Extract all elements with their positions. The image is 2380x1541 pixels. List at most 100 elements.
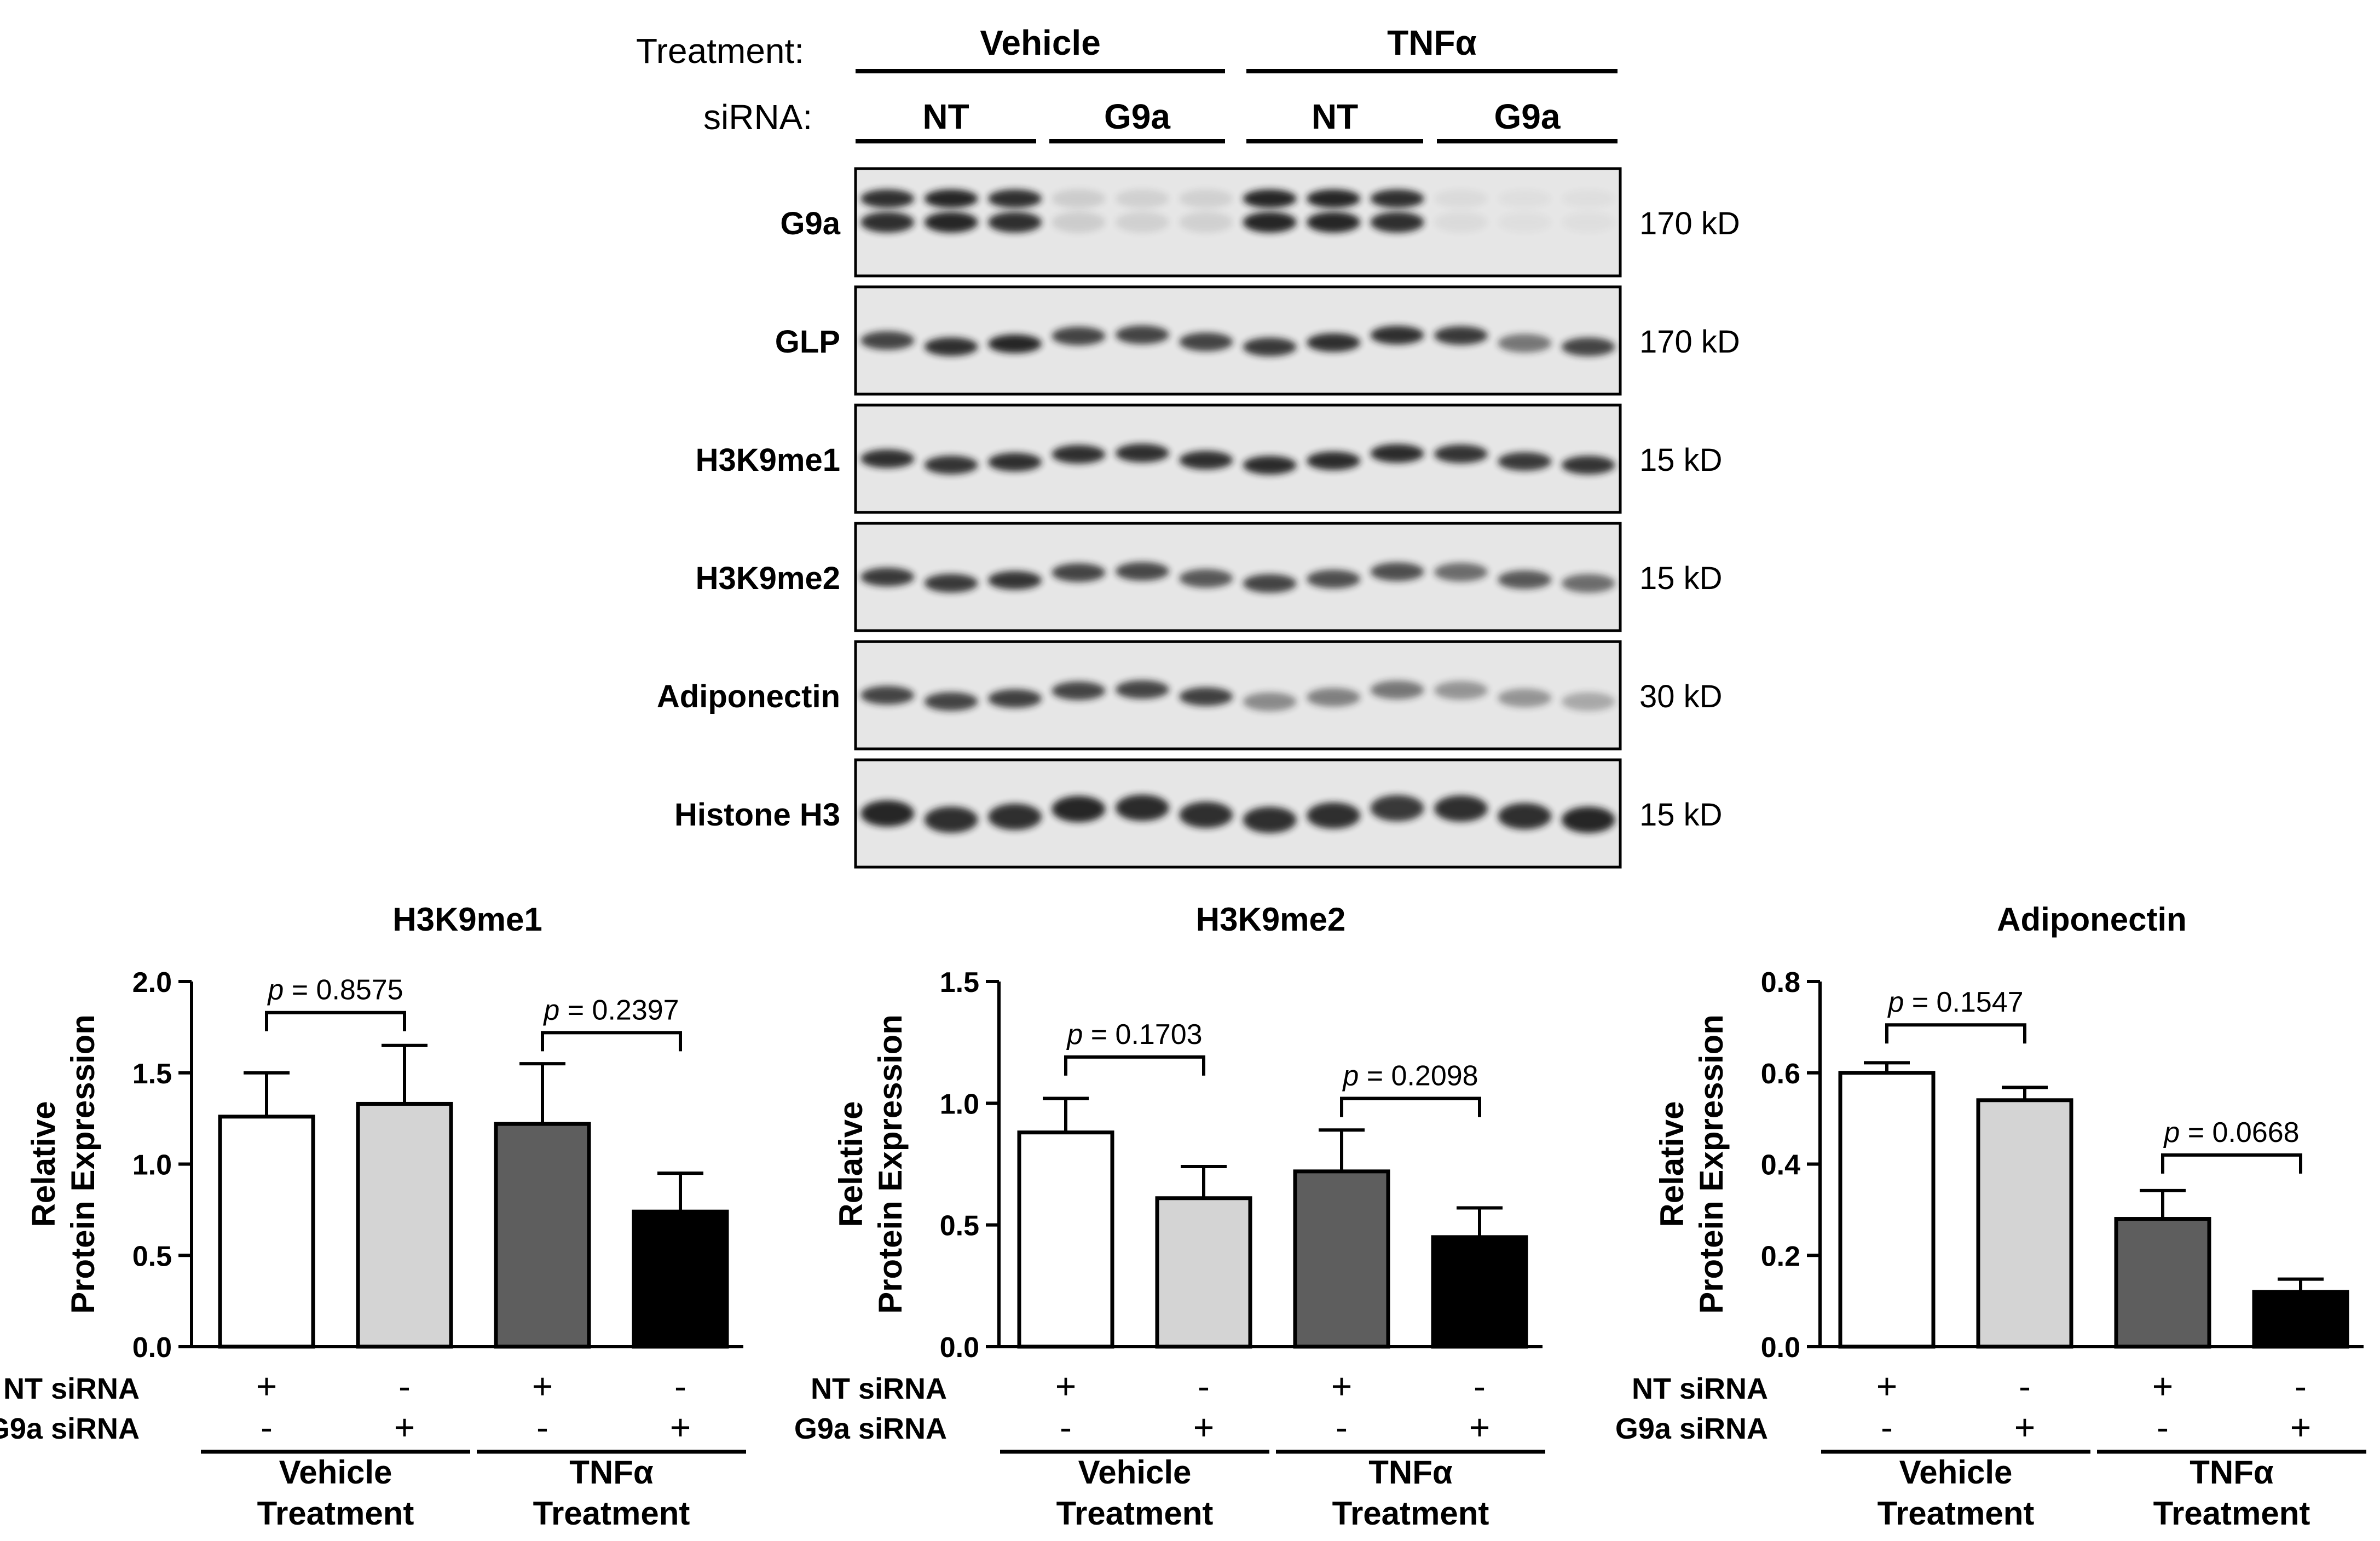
y-tick-label: 1.5 <box>940 967 979 999</box>
y-tick-label: 0.0 <box>940 1332 979 1364</box>
p-value: = 0.2098 <box>1359 1060 1478 1092</box>
blot-strip <box>854 167 1622 278</box>
y-axis-label-line2: Protein Expression <box>872 1014 909 1314</box>
sirna-header-0: NT <box>922 97 969 136</box>
g9a-sign-2: + <box>2014 1407 2036 1447</box>
blot-row-g9a: G9a 170 kD <box>780 167 1740 278</box>
band-lane-9 <box>1370 189 1424 208</box>
band-lane-10 <box>1434 212 1488 233</box>
p-symbol: p <box>1066 1019 1083 1051</box>
blot-strip <box>854 403 1622 514</box>
band-lane-6 <box>1179 569 1233 588</box>
band-lane-1 <box>860 568 915 586</box>
blot-strip <box>854 758 1622 869</box>
group-label-line2-2: Treatment <box>1332 1495 1489 1532</box>
band-lane-9 <box>1370 444 1424 463</box>
band-lane-5 <box>1115 443 1169 463</box>
p-value: = 0.0668 <box>2180 1117 2299 1148</box>
band-lane-8 <box>1307 451 1361 470</box>
p-symbol: p <box>542 994 559 1026</box>
g9a-sign-2: + <box>1193 1407 1215 1447</box>
p-value-label-1: p = 0.1547 <box>1887 986 2023 1018</box>
y-tick-label: 0.4 <box>1761 1150 1800 1181</box>
significance-bracket-1 <box>265 1011 406 1031</box>
band-lane-4 <box>1052 326 1106 345</box>
band-lane-7 <box>1243 455 1297 475</box>
band-lane-2 <box>924 455 978 475</box>
band-lane-2 <box>924 806 978 833</box>
p-symbol: p <box>2163 1117 2180 1148</box>
y-axis-label-line1: Relative <box>833 1101 869 1227</box>
g9a-sign-1: - <box>261 1407 273 1447</box>
band-lane-10 <box>1434 326 1488 345</box>
blot-strip <box>854 285 1622 396</box>
blot-row-label: G9a <box>780 206 840 241</box>
band-lane-9 <box>1370 795 1424 822</box>
nt-sign-2: - <box>1198 1366 1210 1406</box>
blot-row-h3k9me2: H3K9me2 15 kD <box>696 522 1723 632</box>
band-lane-7 <box>1243 337 1297 356</box>
bar-3 <box>1293 1169 1390 1349</box>
band-lane-9 <box>1370 562 1424 581</box>
band-lane-6 <box>1179 687 1233 706</box>
band-lane-11 <box>1498 189 1551 208</box>
nt-sirna-label: NT siRNA <box>811 1372 947 1405</box>
nt-sign-3: + <box>532 1366 553 1406</box>
blot-row-histone-h3: Histone H3 15 kD <box>674 758 1723 869</box>
g9a-sign-4: + <box>2290 1407 2312 1447</box>
band-lane-3 <box>988 571 1042 590</box>
y-tick-label: 0.2 <box>1761 1240 1800 1272</box>
band-lane-12 <box>1561 806 1615 833</box>
y-tick-label: 1.0 <box>132 1150 172 1181</box>
band-lane-4 <box>1052 563 1106 582</box>
nt-sign-3: + <box>2152 1366 2174 1406</box>
band-lane-11 <box>1498 688 1552 707</box>
bar-1 <box>1838 1071 1936 1349</box>
band-lane-8 <box>1307 688 1361 707</box>
band-lane-3 <box>988 334 1042 354</box>
blot-row-size: 15 kD <box>1639 442 1723 478</box>
band-lane-4 <box>1052 445 1106 464</box>
bar-2 <box>356 1101 453 1349</box>
band-lane-8 <box>1307 333 1361 352</box>
band-lane-8 <box>1307 569 1361 588</box>
p-value: = 0.8575 <box>284 974 403 1006</box>
significance-bracket-2 <box>541 1031 682 1052</box>
band-lane-6 <box>1179 451 1233 470</box>
significance-bracket-1 <box>1064 1055 1205 1076</box>
band-lane-1 <box>860 800 915 827</box>
y-tick-label: 0.5 <box>132 1240 172 1272</box>
band-lane-12 <box>1561 574 1615 593</box>
blot-row-size: 15 kD <box>1639 561 1723 596</box>
band-lane-5 <box>1115 212 1169 233</box>
band-lane-6 <box>1179 189 1233 208</box>
y-tick-label: 1.0 <box>940 1088 979 1120</box>
bar-1 <box>1017 1130 1114 1349</box>
nt-sign-2: - <box>398 1366 411 1406</box>
nt-sign-4: - <box>674 1366 686 1406</box>
y-axis-label-line1: Relative <box>25 1101 62 1227</box>
chart-h3k9me2: H3K9me2 Relative Protein Expression 0.0 0.5 1… <box>794 901 1545 1532</box>
band-lane-7 <box>1243 212 1297 233</box>
band-lane-5 <box>1115 189 1169 208</box>
band-lane-8 <box>1307 189 1361 208</box>
nt-sign-4: - <box>2295 1366 2307 1406</box>
y-axis-label-line2: Protein Expression <box>65 1014 101 1314</box>
blot-row-label: H3K9me1 <box>696 442 840 478</box>
blot-strip <box>854 522 1622 632</box>
blot-row-label: Histone H3 <box>674 797 840 833</box>
band-lane-2 <box>924 212 978 233</box>
bar-3 <box>494 1122 591 1349</box>
blot-row-adiponectin: Adiponectin 30 kD <box>657 640 1723 751</box>
group-label-line2-2: Treatment <box>2153 1495 2310 1532</box>
nt-sign-4: - <box>1474 1366 1486 1406</box>
p-value-label-2: p = 0.0668 <box>2163 1117 2299 1148</box>
chart-title: H3K9me1 <box>392 901 542 938</box>
g9a-sign-1: - <box>1881 1407 1893 1447</box>
significance-bracket-1 <box>1885 1023 2026 1044</box>
y-axis-label-line1: Relative <box>1654 1101 1690 1227</box>
p-value: = 0.2397 <box>559 994 679 1026</box>
group-label-line1-1: Vehicle <box>279 1454 392 1491</box>
band-lane-6 <box>1179 801 1233 828</box>
p-value-label-2: p = 0.2098 <box>1342 1060 1478 1092</box>
